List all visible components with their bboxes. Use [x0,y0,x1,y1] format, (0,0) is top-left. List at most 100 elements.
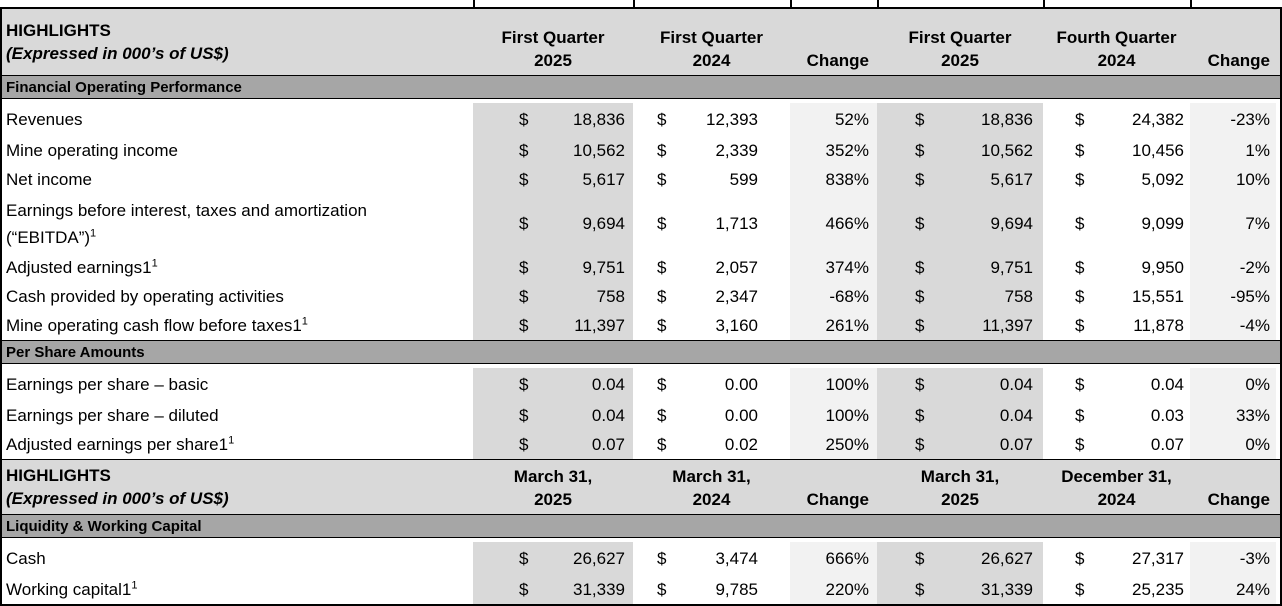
row-label: Mine operating income [6,137,473,164]
currency-symbol: $ [1075,257,1085,277]
row-label-cell: Mine operating cash flow before taxes11 [2,311,473,340]
currency-symbol: $ [519,315,529,335]
currency-symbol: $ [1075,109,1085,129]
row-label-cell: Mine operating income [2,136,473,165]
row-label: Working capital11 [6,576,473,603]
row-label-text: Earnings per share – diluted [6,406,219,425]
table-row: Net income $5,617 $599 838% $5,617 $5,092 10% [2,165,1280,194]
amount-value: 2,057 [715,257,758,277]
currency-symbol: $ [657,140,667,160]
footnote-marker: 1 [228,434,235,447]
change-percent: 52% [790,103,877,136]
period-line-1: First Quarter [501,28,605,47]
table-row: Mine operating income $10,562 $2,339 352% $1… [2,136,1280,165]
change-value: 100% [825,374,869,394]
row-label-text: Adjusted earnings per share [6,435,219,454]
amount-value: 24,382 [1132,109,1184,129]
footnote-marker: 1 [218,435,229,454]
currency-symbol: $ [1075,140,1085,160]
currency-symbol: $ [915,109,925,129]
period-line-1: March 31, [920,467,1000,486]
comparative-period-amount: $0.03 [1043,401,1190,430]
change-percent: 1% [1190,136,1276,165]
period-column-header: March 31, 2025 [877,460,1043,514]
amount-value: 0.00 [724,374,758,394]
current-period-amount: $5,617 [877,165,1043,194]
amount-value: 11,397 [982,315,1033,335]
current-period-amount: $0.04 [473,401,633,430]
row-label-text: (“EBITDA”) [6,227,91,247]
column-divider-tick [1190,0,1192,7]
currency-symbol: $ [1075,434,1085,454]
comparative-period-amount: $9,950 [1043,253,1190,282]
currency-symbol: $ [657,579,667,599]
change-label: Change [1207,51,1270,70]
period-line-1: First Quarter [660,28,763,47]
current-period-amount: $0.04 [473,368,633,401]
currency-symbol: $ [519,109,529,129]
amount-value: 3,474 [715,548,758,568]
comparative-period-amount: $3,160 [633,311,790,340]
change-value: 7% [1245,213,1270,233]
change-value: -68% [829,286,869,306]
comparative-period-amount: $1,713 [633,194,790,253]
currency-symbol: $ [657,548,667,568]
comparative-period-amount: $599 [633,165,790,194]
period-line-2: 2025 [534,51,572,70]
change-percent: 250% [790,430,877,459]
amount-value: 9,785 [715,579,758,599]
row-label-text: Working capital [6,580,122,599]
change-percent: 838% [790,165,877,194]
table-row: Cash $26,627 $3,474 666% $26,627 $27,317 -3% [2,538,1280,575]
currency-symbol: $ [657,315,667,335]
current-period-amount: $758 [473,282,633,311]
section-header-label: Liquidity & Working Capital [6,517,202,535]
table-title: HIGHLIGHTS [6,466,111,485]
amount-value: 0.07 [999,434,1033,454]
table-row: Earnings per share – basic $0.04 $0.00 100%… [2,364,1280,401]
period-line-2: 2025 [941,51,979,70]
table-row: Revenues $18,836 $12,393 52% $18,836 $24,382-… [2,99,1280,136]
current-period-amount: $18,836 [473,103,633,136]
row-label-cell: Working capital11 [2,575,473,604]
currency-symbol: $ [1075,213,1085,233]
currency-symbol: $ [915,169,925,189]
comparative-period-amount: $25,235 [1043,575,1190,604]
row-label: Earnings per share – diluted [6,402,473,429]
change-percent: 220% [790,575,877,604]
change-label: Change [806,51,869,70]
row-label-cell: Revenues [2,103,473,136]
amount-value: 0.04 [591,374,625,394]
change-value: 261% [825,315,869,335]
amount-value: 758 [1004,286,1033,306]
amount-value: 0.03 [1150,405,1184,425]
comparative-period-amount: $24,382 [1043,103,1190,136]
row-label: Earnings per share – basic [6,371,473,398]
table-header-band: HIGHLIGHTS (Expressed in 000’s of US$) Mar… [2,459,1280,514]
comparative-period-amount: $11,878 [1043,311,1190,340]
row-label-cell: Net income [2,165,473,194]
change-value: 100% [825,405,869,425]
current-period-amount: $11,397 [877,311,1043,340]
currency-symbol: $ [657,213,667,233]
column-divider-tick [633,0,635,7]
financial-highlights-table: HIGHLIGHTS (Expressed in 000’s of US$) Fir… [0,7,1282,606]
currency-symbol: $ [1075,374,1085,394]
change-percent: 374% [790,253,877,282]
comparative-period-amount: $2,347 [633,282,790,311]
period-column-header: Fourth Quarter 2024 [1043,9,1190,75]
amount-value: 10,562 [981,140,1033,160]
change-column-header: Change [790,9,877,75]
period-line-2: 2025 [534,490,572,509]
row-label: Adjusted earnings per share11 [6,431,473,458]
amount-value: 5,092 [1141,169,1184,189]
currency-symbol: $ [519,579,529,599]
amount-value: 0.04 [1150,374,1184,394]
change-value: 838% [825,169,869,189]
period-column-header: First Quarter 2024 [633,9,790,75]
amount-value: 10,456 [1132,140,1184,160]
currency-symbol: $ [519,169,529,189]
amount-value: 2,347 [715,286,758,306]
current-period-amount: $10,562 [473,136,633,165]
change-value: 466% [825,213,869,233]
